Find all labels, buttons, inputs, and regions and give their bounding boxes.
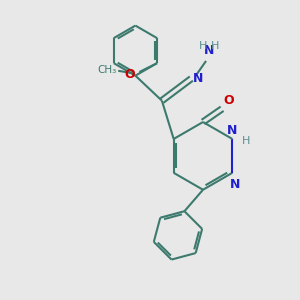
Text: CH₃: CH₃ bbox=[98, 65, 117, 76]
Text: H: H bbox=[199, 41, 207, 51]
Text: N: N bbox=[204, 44, 214, 56]
Text: O: O bbox=[224, 94, 234, 107]
Text: N: N bbox=[227, 124, 238, 137]
Text: H: H bbox=[242, 136, 250, 146]
Text: N: N bbox=[193, 72, 203, 85]
Text: H: H bbox=[211, 41, 219, 51]
Text: N: N bbox=[230, 178, 240, 191]
Text: O: O bbox=[125, 68, 135, 80]
